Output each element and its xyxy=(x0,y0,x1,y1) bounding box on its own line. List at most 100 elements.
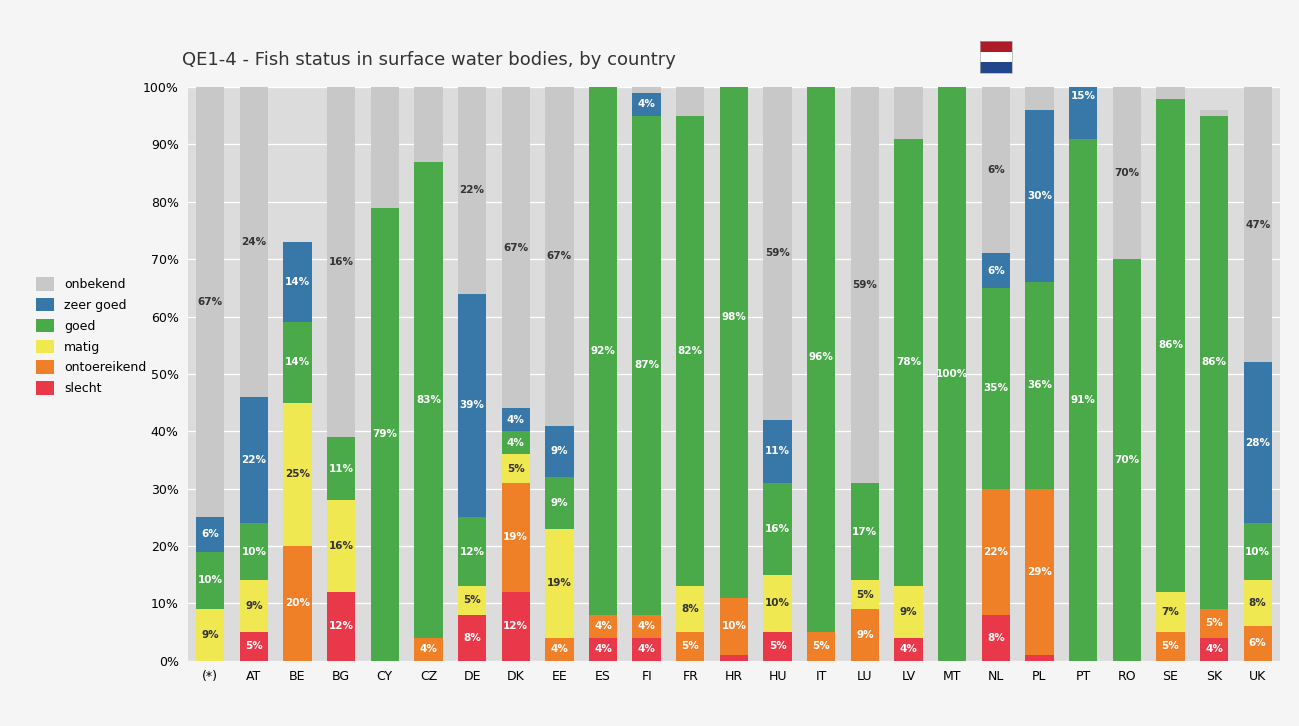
Bar xyxy=(981,62,1012,73)
Text: 4%: 4% xyxy=(507,438,525,448)
Bar xyxy=(1025,489,1053,655)
Text: 9%: 9% xyxy=(900,607,917,617)
Text: 6%: 6% xyxy=(1248,638,1267,648)
Bar xyxy=(546,637,574,661)
Text: 8%: 8% xyxy=(1248,598,1267,608)
Text: 39%: 39% xyxy=(460,401,485,410)
Bar xyxy=(720,36,748,597)
Bar xyxy=(327,437,356,500)
Bar xyxy=(239,87,268,397)
Bar xyxy=(764,483,792,575)
Bar xyxy=(501,431,530,454)
Bar xyxy=(1112,259,1141,661)
Text: 4%: 4% xyxy=(420,644,438,654)
Text: 5%: 5% xyxy=(856,590,874,600)
Bar xyxy=(370,87,399,208)
Bar xyxy=(327,87,356,437)
Bar xyxy=(1156,632,1185,661)
Bar xyxy=(327,500,356,592)
Text: 14%: 14% xyxy=(284,357,310,367)
Text: 12%: 12% xyxy=(329,621,353,631)
Text: 4%: 4% xyxy=(900,644,917,654)
Text: 5%: 5% xyxy=(769,641,786,651)
Bar xyxy=(327,592,356,661)
Bar xyxy=(720,597,748,655)
Text: 78%: 78% xyxy=(896,357,921,367)
Bar xyxy=(196,517,225,552)
Text: 9%: 9% xyxy=(551,446,568,457)
Bar xyxy=(588,87,617,615)
Text: 5%: 5% xyxy=(1205,619,1222,629)
Bar xyxy=(675,632,704,661)
Text: 6%: 6% xyxy=(987,166,1004,175)
Text: 98%: 98% xyxy=(721,311,747,322)
Bar xyxy=(938,87,966,661)
Text: 5%: 5% xyxy=(464,595,481,605)
Text: 16%: 16% xyxy=(765,523,790,534)
Text: 9%: 9% xyxy=(201,630,220,640)
Bar xyxy=(414,87,443,162)
Text: 22%: 22% xyxy=(983,547,1008,557)
Bar xyxy=(283,546,312,661)
Text: 28%: 28% xyxy=(1246,438,1270,448)
Bar xyxy=(588,615,617,637)
Text: 92%: 92% xyxy=(591,346,616,356)
Bar xyxy=(851,87,879,483)
Text: 9%: 9% xyxy=(551,498,568,508)
Bar xyxy=(1243,87,1272,362)
Text: 19%: 19% xyxy=(547,578,572,588)
Bar xyxy=(982,615,1011,661)
Bar xyxy=(283,242,312,322)
Bar xyxy=(501,592,530,661)
Bar xyxy=(894,87,922,139)
Text: 4%: 4% xyxy=(1205,644,1222,654)
Text: 67%: 67% xyxy=(503,242,529,253)
Bar xyxy=(764,632,792,661)
Text: 4%: 4% xyxy=(638,621,656,631)
Bar xyxy=(546,477,574,529)
Text: 86%: 86% xyxy=(1202,357,1226,367)
Bar xyxy=(457,586,486,615)
Bar xyxy=(1200,110,1229,115)
Bar xyxy=(1200,637,1229,661)
Text: 29%: 29% xyxy=(1028,567,1052,576)
Bar xyxy=(1069,1,1098,53)
Text: 12%: 12% xyxy=(503,621,529,631)
Bar xyxy=(1200,609,1229,637)
Bar xyxy=(720,655,748,661)
Text: 87%: 87% xyxy=(634,360,659,370)
Text: 70%: 70% xyxy=(1115,455,1139,465)
Bar xyxy=(546,425,574,477)
Text: 67%: 67% xyxy=(197,297,222,307)
Bar xyxy=(457,615,486,661)
Bar xyxy=(894,139,922,586)
Text: 70%: 70% xyxy=(1115,168,1139,178)
Text: 4%: 4% xyxy=(594,644,612,654)
Text: 35%: 35% xyxy=(983,383,1008,393)
Bar xyxy=(764,87,792,420)
Bar xyxy=(633,115,661,615)
Bar xyxy=(675,115,704,586)
Bar xyxy=(807,632,835,661)
Bar xyxy=(501,87,530,408)
Bar xyxy=(807,81,835,632)
Text: 83%: 83% xyxy=(416,395,440,404)
Text: 5%: 5% xyxy=(682,641,699,651)
Bar xyxy=(981,52,1012,62)
Text: 4%: 4% xyxy=(551,644,568,654)
Text: 17%: 17% xyxy=(852,526,877,537)
Bar xyxy=(546,529,574,637)
Bar xyxy=(1243,523,1272,580)
Bar xyxy=(1069,53,1098,139)
Bar xyxy=(982,489,1011,615)
Bar xyxy=(851,580,879,609)
Text: 11%: 11% xyxy=(329,463,353,473)
Text: 47%: 47% xyxy=(1244,220,1270,229)
Bar xyxy=(981,41,1012,52)
Text: 30%: 30% xyxy=(1028,191,1052,201)
Text: 9%: 9% xyxy=(246,601,262,611)
Bar xyxy=(981,41,1012,73)
Text: QE1-4 - Fish status in surface water bodies, by country: QE1-4 - Fish status in surface water bod… xyxy=(182,51,675,69)
Text: 12%: 12% xyxy=(460,547,485,557)
Bar xyxy=(764,575,792,632)
